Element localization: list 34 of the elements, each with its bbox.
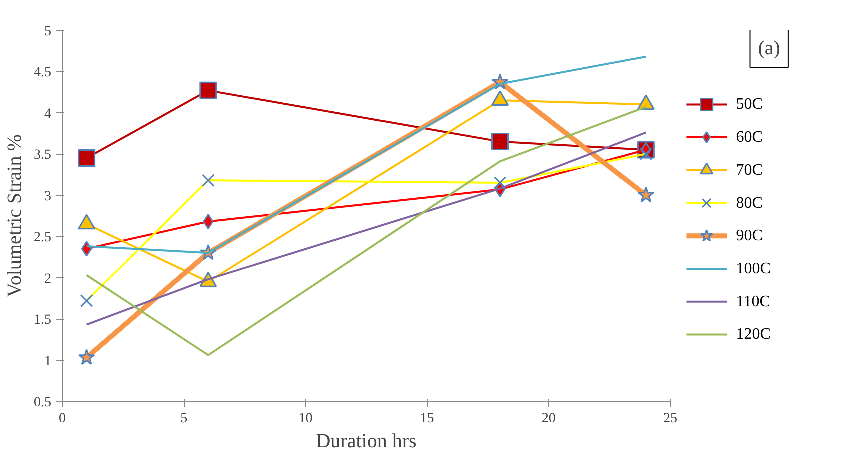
y-tick-label: 4 (44, 106, 52, 122)
y-tick-label: 3.5 (34, 148, 52, 164)
y-tick-label: 1.5 (34, 313, 52, 328)
point (200, 82, 218, 100)
y-tick-label: 1 (44, 354, 52, 370)
x-tick-label: 15 (420, 412, 434, 426)
x-tick-label: 0 (59, 412, 66, 426)
y-tick-label: 5 (44, 24, 52, 40)
y-tick-label: 4.5 (34, 66, 52, 81)
x-tick-label: 10 (298, 412, 313, 426)
y-tick-label: 3 (44, 189, 52, 204)
point (638, 186, 655, 203)
y-tick-label: 0.5 (34, 396, 52, 410)
legend-label: 60C (736, 129, 763, 146)
point (78, 150, 96, 168)
legend-label: 80C (736, 194, 763, 212)
x-axis-title: Duration hrs (316, 430, 417, 452)
legend-label: 100C (736, 260, 771, 278)
legend-label: 90C (736, 228, 763, 245)
y-tick-label: 2 (44, 272, 52, 287)
x-tick-label: 20 (542, 412, 556, 426)
legend-label: 110C (736, 293, 770, 310)
point (78, 349, 96, 366)
y-axis-title: Volumetric Strain % (4, 134, 26, 298)
x-tick-label: 5 (180, 412, 188, 426)
y-tick-label: 2.5 (34, 230, 52, 246)
point (492, 133, 510, 151)
legend-label: 70C (736, 162, 763, 179)
line-series (86, 132, 648, 326)
text: (a) (758, 38, 780, 60)
x-tick-label: 25 (664, 412, 678, 426)
legend-label: 120C (736, 326, 771, 344)
point (81, 241, 92, 257)
legend-label: 50C (736, 96, 763, 114)
